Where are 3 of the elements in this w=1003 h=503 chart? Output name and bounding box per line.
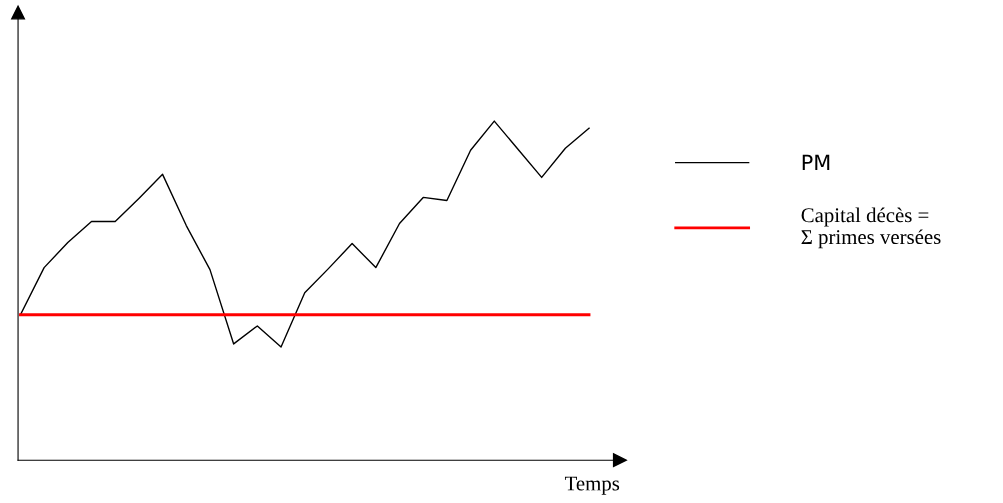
- text: PM: [802, 154, 830, 170]
- x-axis-title: Temps: [564, 476, 620, 495]
- text: Capital décès = Σ primes versées: [801, 207, 941, 249]
